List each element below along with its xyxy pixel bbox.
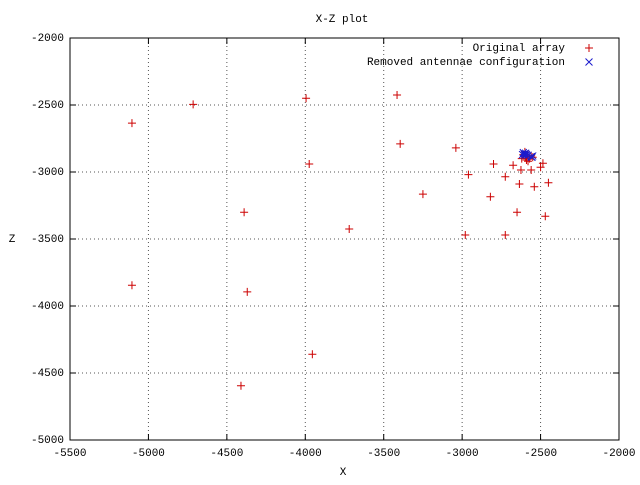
data-point xyxy=(393,90,402,99)
data-point xyxy=(544,178,553,187)
x-tick-label: -2000 xyxy=(602,448,635,460)
data-point xyxy=(305,159,314,168)
data-point xyxy=(536,163,545,172)
legend-label: Original array xyxy=(473,43,566,55)
data-point xyxy=(302,94,311,103)
data-point xyxy=(516,165,525,174)
y-tick-label: -2500 xyxy=(31,100,64,112)
x-tick-label: -3000 xyxy=(446,448,479,460)
y-tick-label: -2000 xyxy=(31,33,64,45)
y-axis-label: Z xyxy=(9,234,16,246)
data-point xyxy=(509,161,518,170)
data-point xyxy=(528,153,536,162)
legend-marker xyxy=(585,44,593,52)
data-point xyxy=(461,230,470,239)
data-point xyxy=(236,381,245,390)
data-point xyxy=(243,287,252,296)
data-point xyxy=(527,165,536,174)
x-tick-label: -5000 xyxy=(132,448,165,460)
data-point xyxy=(522,150,531,159)
x-axis-label: X xyxy=(340,467,347,479)
data-point xyxy=(127,119,136,128)
x-tick-label: -3500 xyxy=(367,448,400,460)
y-tick-label: -4500 xyxy=(31,368,64,380)
data-point xyxy=(538,159,547,168)
x-tick-label: -5500 xyxy=(53,448,86,460)
data-point xyxy=(396,139,405,148)
chart-title: X-Z plot xyxy=(316,14,369,26)
data-point xyxy=(189,100,198,109)
data-point xyxy=(541,212,550,221)
data-point xyxy=(418,190,427,199)
data-point xyxy=(451,143,460,152)
x-tick-label: -2500 xyxy=(524,448,557,460)
data-point xyxy=(513,208,522,217)
legend-label: Removed antennae configuration xyxy=(367,57,565,69)
y-tick-label: -5000 xyxy=(31,435,64,447)
y-tick-label: -3500 xyxy=(31,234,64,246)
data-point xyxy=(308,350,317,359)
data-point xyxy=(464,170,473,179)
legend-marker xyxy=(585,58,593,66)
y-tick-label: -3000 xyxy=(31,167,64,179)
data-point xyxy=(489,159,498,168)
data-point xyxy=(501,172,510,181)
data-point xyxy=(127,281,136,290)
data-point xyxy=(345,224,354,233)
data-point xyxy=(486,192,495,201)
x-tick-label: -4500 xyxy=(210,448,243,460)
data-point xyxy=(501,230,510,239)
data-point xyxy=(521,151,529,160)
data-point xyxy=(240,208,249,217)
x-tick-label: -4000 xyxy=(289,448,322,460)
y-tick-label: -4000 xyxy=(31,301,64,313)
data-point xyxy=(530,182,539,191)
data-point xyxy=(524,151,532,160)
data-point xyxy=(515,180,524,189)
